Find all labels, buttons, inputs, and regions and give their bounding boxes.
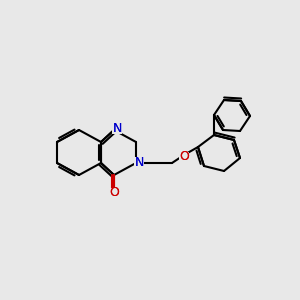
FancyBboxPatch shape xyxy=(109,188,119,198)
Text: O: O xyxy=(109,187,119,200)
Text: N: N xyxy=(134,155,144,169)
Text: O: O xyxy=(179,151,189,164)
FancyBboxPatch shape xyxy=(134,157,144,167)
Text: N: N xyxy=(112,122,122,136)
Text: N: N xyxy=(112,122,122,136)
FancyBboxPatch shape xyxy=(179,152,189,162)
Text: O: O xyxy=(109,187,119,200)
FancyBboxPatch shape xyxy=(112,124,122,134)
Text: N: N xyxy=(134,155,144,169)
Text: O: O xyxy=(179,151,189,164)
